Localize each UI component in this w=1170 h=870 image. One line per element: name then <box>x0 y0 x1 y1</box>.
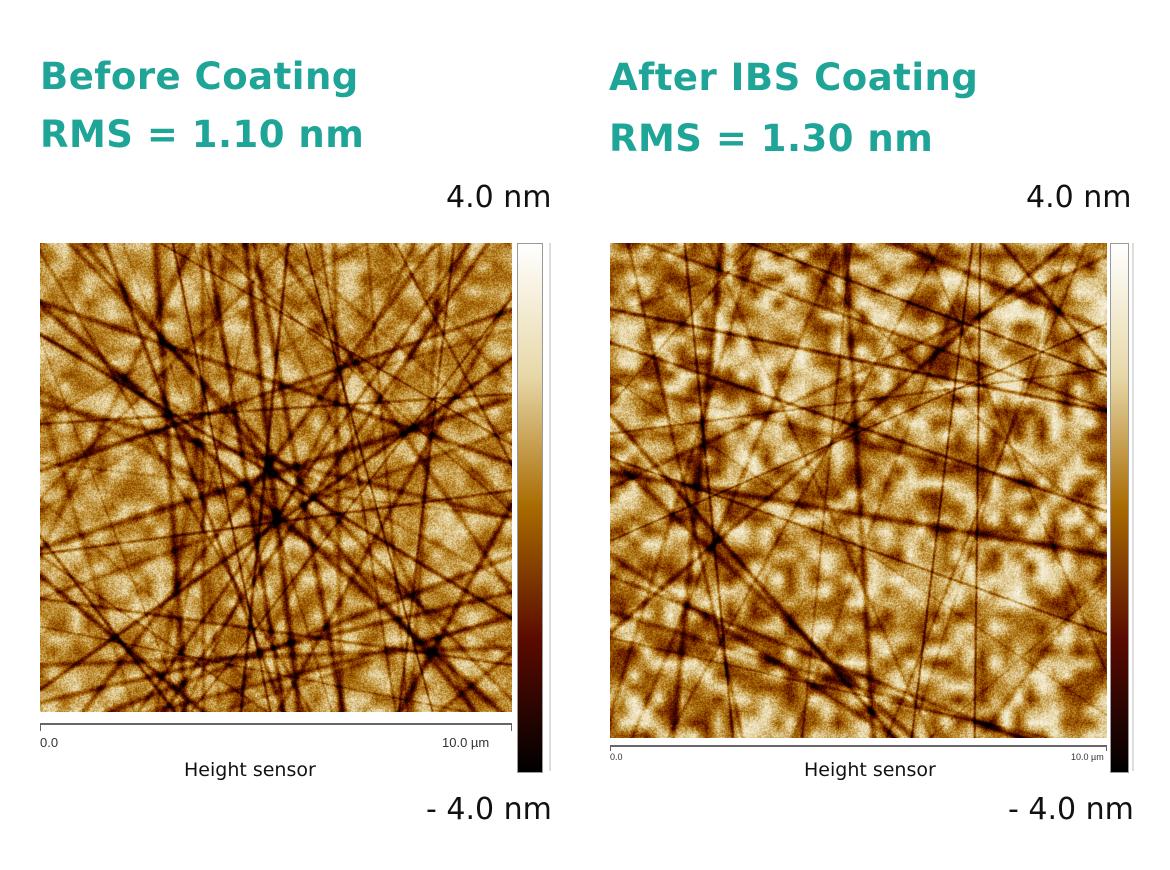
rms-value: RMS = 1.10 nm <box>40 113 365 156</box>
afm-height-image <box>610 243 1107 738</box>
panel-title: Before Coating <box>40 55 359 98</box>
rms-value: RMS = 1.30 nm <box>609 117 934 160</box>
channel-label: Height sensor <box>804 759 936 781</box>
channel-label: Height sensor <box>184 759 316 781</box>
axis-end-label: 10.0 µm <box>442 735 490 750</box>
panel-title: After IBS Coating <box>609 56 979 99</box>
scale-min-label: - 4.0 nm <box>1008 792 1134 827</box>
scale-max-label: 4.0 nm <box>446 180 552 215</box>
height-colorbar <box>1110 243 1129 773</box>
afm-height-image <box>40 243 512 712</box>
scale-max-label: 4.0 nm <box>1026 180 1132 215</box>
scale-min-label: - 4.0 nm <box>426 792 552 827</box>
axis-start-label: 0.0 <box>40 735 59 750</box>
axis-start-label: 0.0 <box>610 752 623 762</box>
height-colorbar <box>517 243 543 773</box>
scale-bar <box>40 723 512 731</box>
divider <box>549 243 551 771</box>
divider <box>1132 243 1134 771</box>
scale-bar <box>610 745 1107 751</box>
axis-end-label: 10.0 µm <box>1071 752 1104 762</box>
